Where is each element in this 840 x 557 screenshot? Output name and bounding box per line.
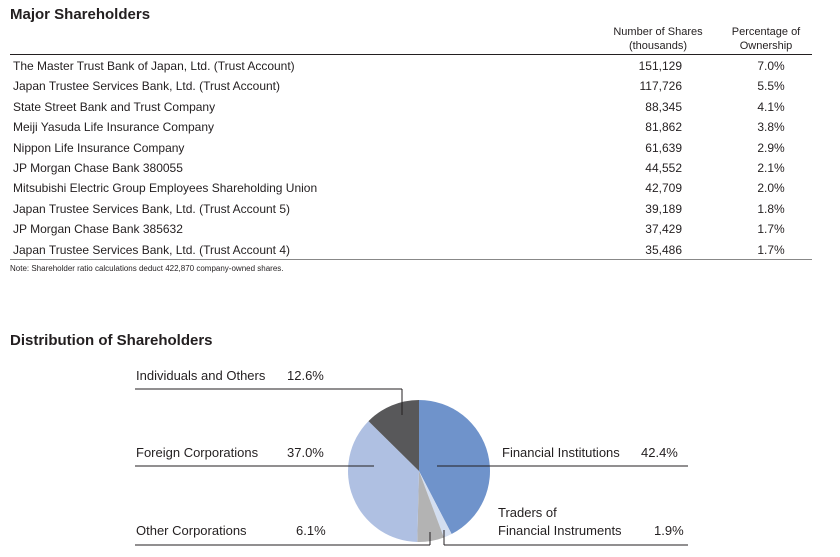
percentage-value: 4.1% — [757, 99, 785, 114]
label-other-corporations: Other Corporations — [136, 523, 247, 538]
percentage-value: 1.8% — [757, 201, 785, 216]
label-financial-institutions: Financial Institutions — [502, 445, 620, 460]
value-individuals: 12.6% — [287, 368, 324, 383]
percentage-value: 7.0% — [757, 59, 785, 73]
label-foreign-corporations: Foreign Corporations — [136, 445, 259, 460]
pie-slice-foreign-corporations — [348, 421, 419, 542]
percentage-column-header: Percentage of Ownership — [731, 26, 801, 52]
shareholder-name: JP Morgan Chase Bank 380055 — [13, 161, 183, 175]
header-divider — [10, 54, 812, 55]
table-row: Japan Trustee Services Bank, Ltd. (Trust… — [10, 199, 812, 219]
table-row: Meiji Yasuda Life Insurance Company 81,86… — [10, 117, 812, 137]
value-financial-institutions: 42.4% — [641, 445, 678, 460]
value-traders: 1.9% — [654, 523, 684, 538]
shares-value: 39,189 — [645, 201, 682, 216]
shareholder-name: Japan Trustee Services Bank, Ltd. (Trust… — [13, 79, 281, 94]
label-individuals: Individuals and Others — [136, 368, 266, 383]
table-row: Japan Trustee Services Bank, Ltd. (Trust… — [10, 240, 812, 260]
percentage-value: 2.9% — [757, 140, 785, 155]
shares-value: 61,639 — [645, 140, 682, 155]
table-note: Note: Shareholder ratio calculations ded… — [10, 264, 284, 273]
pie-slice-traders-of — [419, 471, 452, 538]
shares-value: 88,345 — [645, 99, 682, 114]
table-row: Japan Trustee Services Bank, Ltd. (Trust… — [10, 76, 812, 96]
table-bottom-divider — [10, 259, 812, 260]
shareholder-name: Japan Trustee Services Bank, Ltd. (Trust… — [13, 201, 291, 216]
shareholder-name: Nippon Life Insurance Company — [13, 140, 185, 155]
shares-value: 151,129 — [638, 59, 682, 73]
shares-value: 35,486 — [645, 242, 682, 257]
shares-value: 44,552 — [645, 161, 682, 175]
shares-value: 117,726 — [639, 79, 683, 94]
label-traders-line2: Financial Instruments — [498, 523, 622, 538]
table-row: The Master Trust Bank of Japan, Ltd. (Tr… — [10, 56, 812, 76]
table-row: State Street Bank and Trust Company 88,34… — [10, 97, 812, 117]
shareholder-name: The Master Trust Bank of Japan, Ltd. (Tr… — [13, 59, 295, 73]
percentage-value: 5.5% — [757, 79, 785, 94]
table-row: Nippon Life Insurance Company 61,639 2.9% — [10, 138, 812, 158]
shares-value: 81,862 — [645, 120, 682, 135]
distribution-title: Distribution of Shareholders — [10, 332, 213, 349]
value-foreign-corporations: 37.0% — [287, 445, 324, 460]
percentage-value: 1.7% — [757, 242, 785, 257]
percentage-value: 2.0% — [757, 181, 785, 196]
percentage-value: 1.7% — [757, 222, 785, 237]
shares-column-header: Number of Shares (thousands) — [613, 26, 703, 52]
shareholder-name: Meiji Yasuda Life Insurance Company — [13, 120, 214, 135]
percentage-value: 2.1% — [757, 161, 785, 175]
percentage-value: 3.8% — [757, 120, 785, 135]
table-row: JP Morgan Chase Bank 380055 44,552 2.1% — [10, 158, 812, 178]
shareholder-name: Japan Trustee Services Bank, Ltd. (Trust… — [13, 242, 291, 257]
major-shareholders-title: Major Shareholders — [10, 6, 151, 23]
pie-slice-individuals-and-others — [368, 400, 419, 471]
value-other-corporations: 6.1% — [296, 523, 326, 538]
shareholder-name: Mitsubishi Electric Group Employees Shar… — [13, 181, 318, 196]
pie-slice-other-corporations — [417, 471, 444, 543]
label-traders-line1: Traders of — [498, 505, 557, 520]
shares-value: 42,709 — [645, 181, 682, 196]
shareholder-name: State Street Bank and Trust Company — [13, 99, 216, 114]
shares-value: 37,429 — [645, 222, 682, 237]
table-row: JP Morgan Chase Bank 385632 37,429 1.7% — [10, 219, 812, 239]
pie-slice-financial-institutions — [419, 400, 490, 535]
table-row: Mitsubishi Electric Group Employees Shar… — [10, 178, 812, 198]
shareholder-name: JP Morgan Chase Bank 385632 — [13, 222, 183, 237]
